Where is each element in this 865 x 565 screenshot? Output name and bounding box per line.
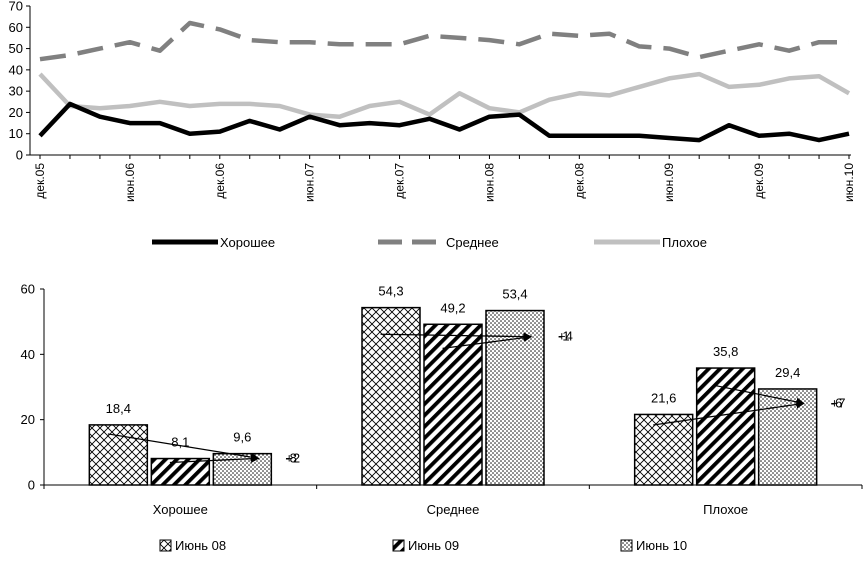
change-arrow: [169, 454, 260, 464]
line-legend-label-2: Плохое: [662, 235, 707, 250]
bar-0-1: [150, 457, 211, 486]
bar-legend-label-2: Июнь 10: [636, 538, 687, 553]
line-y-tick-label: 40: [9, 62, 23, 77]
line-x-tick-label: июн.09: [662, 163, 676, 202]
bar-0-2: [212, 452, 273, 486]
line-x-tick-label: июн.08: [482, 163, 496, 202]
line-y-tick-label: 0: [16, 148, 23, 163]
line-series-2: [38, 71, 851, 119]
line-y-tick-label: 20: [9, 105, 23, 120]
change-label: +4: [558, 329, 573, 344]
bar-data-label: 54,3: [378, 284, 403, 299]
change-label: +2: [285, 450, 300, 465]
change-arrow: [442, 333, 533, 349]
bar-1-1: [423, 323, 483, 486]
bar-legend-swatch-2: [620, 539, 633, 552]
bar-1-0: [361, 306, 421, 486]
bar-0-0: [88, 424, 149, 486]
line-x-tick-label: дек.08: [572, 163, 586, 199]
line-series-0: [38, 101, 850, 143]
bar-y-tick-label: 40: [21, 347, 35, 362]
bar-legend-label-1: Июнь 09: [408, 538, 459, 553]
bar-data-label: 21,6: [651, 390, 676, 405]
line-x-tick-label: дек.07: [393, 163, 407, 199]
bar-legend-swatch-1: [392, 539, 405, 552]
change-arrow: [380, 332, 533, 341]
change-arrow: [715, 385, 805, 406]
line-y-tick-label: 70: [9, 0, 23, 14]
bar-2-2: [757, 388, 818, 486]
bar-data-label: 9,6: [233, 430, 251, 445]
bar-2-1: [695, 367, 756, 486]
line-x-tick-label: июн.06: [123, 163, 137, 202]
change-label: -8: [285, 450, 297, 465]
bar-chart-legend: Июнь 08 Июнь 09 Июнь 10: [159, 538, 687, 553]
line-chart: 0 10 20 30 40 50 60 70 дек.05 июн.06 дек.06 июн.07 д…: [9, 0, 856, 250]
bar-data-label: 53,4: [502, 287, 527, 302]
line-x-tick-label: июн.10: [842, 163, 856, 202]
change-label: -1: [558, 329, 570, 344]
bar-data-label: 49,2: [440, 300, 465, 315]
bar-y-tick-label: 20: [21, 412, 35, 427]
change-label: +7: [831, 395, 846, 410]
bar-category-label: Плохое: [703, 502, 748, 517]
bar-data-label: 29,4: [775, 365, 800, 380]
line-x-tick-label: дек.06: [213, 163, 227, 199]
bar-y-tick-label: 0: [28, 478, 35, 493]
line-y-tick-label: 30: [9, 84, 23, 99]
bar-category-label: Среднее: [427, 502, 480, 517]
line-x-tick-label: дек.09: [752, 163, 766, 199]
change-label: -6: [831, 395, 843, 410]
line-y-tick-label: 60: [9, 20, 23, 35]
bar-data-label: 35,8: [713, 344, 738, 359]
line-legend-label-1: Среднее: [446, 235, 499, 250]
change-arrow: [653, 400, 805, 426]
bar-1-2: [485, 309, 545, 486]
bar-data-label: 18,4: [106, 401, 131, 416]
change-arrow: [107, 433, 260, 462]
line-y-tick-label: 10: [9, 126, 23, 141]
line-x-tick-label: дек.05: [33, 163, 47, 199]
bar-2-0: [633, 413, 694, 486]
bar-category-label: Хорошее: [153, 502, 208, 517]
line-y-tick-label: 50: [9, 41, 23, 56]
line-x-tick-label: июн.07: [303, 163, 317, 202]
bar-legend-swatch-0: [159, 539, 172, 552]
bar-y-tick-label: 60: [21, 282, 35, 297]
line-legend-label-0: Хорошее: [220, 235, 275, 250]
line-chart-legend: Хорошее Среднее Плохое: [152, 235, 707, 250]
line-series-1: [39, 20, 849, 62]
bar-legend-label-0: Июнь 08: [175, 538, 226, 553]
